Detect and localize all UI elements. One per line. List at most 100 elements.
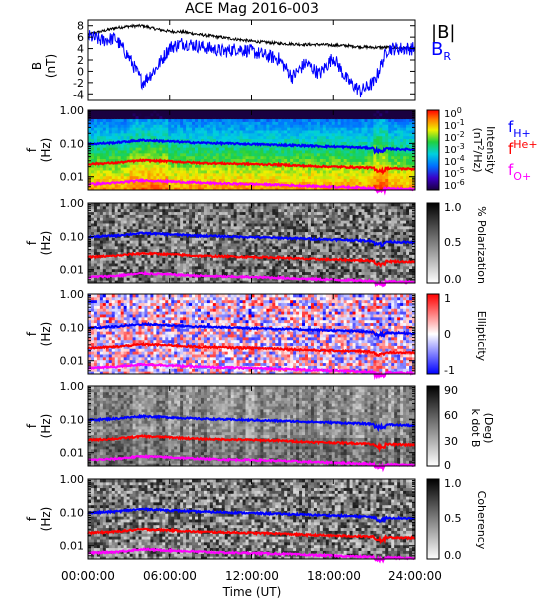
heatmap-cell	[275, 181, 279, 185]
heatmap-cell	[135, 237, 140, 241]
heatmap-cell	[257, 178, 261, 182]
heatmap-cell	[156, 263, 160, 267]
heatmap-cell	[382, 175, 386, 180]
heatmap-cell	[251, 115, 255, 120]
heatmap-cell	[93, 220, 98, 224]
heatmap-cell	[328, 155, 333, 160]
heatmap-cell	[90, 138, 95, 142]
heatmap-cell	[239, 150, 244, 154]
heatmap-cell	[108, 260, 113, 264]
heatmap-cell	[218, 217, 223, 221]
heatmap-cell	[239, 257, 244, 261]
heatmap-cell	[382, 167, 386, 171]
heatmap-cell	[138, 121, 143, 125]
heatmap-cell	[99, 118, 104, 122]
heatmap-cell	[328, 127, 333, 131]
heatmap-cell	[174, 112, 178, 117]
heatmap-cell	[168, 150, 172, 154]
heatmap-cell	[272, 237, 276, 241]
heatmap-cell	[224, 277, 229, 281]
heatmap-cell	[254, 121, 258, 125]
heatmap-cell	[159, 172, 163, 177]
heatmap-cell	[239, 121, 244, 125]
heatmap-cell	[239, 214, 244, 218]
heatmap-cell	[245, 121, 250, 125]
heatmap-cell	[135, 203, 140, 207]
heatmap-cell	[138, 110, 143, 114]
heatmap-cell	[209, 211, 214, 215]
heatmap-cell	[123, 254, 128, 258]
heatmap-cell	[90, 251, 95, 255]
heatmap-cell	[313, 178, 318, 182]
heatmap-cell	[257, 164, 261, 168]
heatmap-cell	[245, 214, 250, 218]
heatmap-cell	[108, 150, 113, 154]
heatmap-cell	[391, 118, 395, 122]
heatmap-cell	[328, 170, 333, 174]
heatmap-cell	[90, 243, 95, 247]
heatmap-cell	[275, 208, 279, 213]
heatmap-cell	[319, 178, 324, 182]
heatmap-cell	[218, 115, 223, 120]
heatmap-cell	[180, 147, 184, 151]
heatmap-cell	[325, 181, 330, 185]
heatmap-cell	[159, 175, 163, 180]
heatmap-cell	[260, 237, 264, 241]
heatmap-cell	[307, 175, 312, 180]
heatmap-cell	[123, 208, 128, 213]
heatmap-cell	[183, 172, 187, 177]
heatmap-cell	[96, 112, 101, 117]
heatmap-cell	[111, 150, 116, 154]
heatmap-cell	[287, 187, 291, 191]
heatmap-cell	[162, 112, 166, 117]
heatmap-cell	[251, 257, 255, 261]
heatmap-cell	[302, 147, 306, 151]
heatmap-cell	[114, 251, 119, 255]
heatmap-cell	[197, 155, 202, 160]
line-f-he	[87, 158, 416, 176]
heatmap-cell	[93, 260, 98, 264]
heatmap-cell	[206, 280, 211, 284]
heatmap-cell	[162, 130, 166, 134]
heatmap-cell	[212, 138, 217, 142]
heatmap-cell	[331, 178, 336, 182]
heatmap-cell	[141, 132, 145, 137]
heatmap-cell	[328, 161, 333, 165]
heatmap-cell	[260, 240, 264, 244]
heatmap-cell	[206, 251, 211, 255]
heatmap-cell	[412, 155, 416, 160]
heatmap-cell	[397, 121, 401, 125]
heatmap-cell	[90, 277, 95, 281]
heatmap-cell	[299, 175, 303, 180]
heatmap-cell	[165, 147, 169, 151]
heatmap-cell	[102, 135, 107, 140]
heatmap-cell	[328, 152, 333, 157]
heatmap-cell	[358, 132, 362, 137]
heatmap-cell	[126, 147, 131, 151]
heatmap-cell	[290, 121, 294, 125]
heatmap-cell	[171, 263, 175, 267]
heatmap-cell	[278, 155, 282, 160]
heatmap-cell	[358, 141, 362, 145]
heatmap-cell	[156, 214, 160, 218]
heatmap-cell	[394, 150, 398, 154]
heatmap-cell	[218, 248, 223, 253]
heatmap-cell	[215, 245, 220, 250]
heatmap-cell	[275, 138, 279, 142]
heatmap-cell	[165, 257, 169, 261]
heatmap-cell	[388, 135, 392, 140]
heatmap-cell	[150, 152, 154, 157]
heatmap-cell	[349, 138, 354, 142]
heatmap-cell	[307, 155, 312, 160]
heatmap-cell	[189, 135, 193, 140]
heatmap-cell	[93, 251, 98, 255]
heatmap-cell	[203, 245, 208, 250]
heatmap-cell	[382, 127, 386, 131]
heatmap-cell	[355, 158, 360, 162]
heatmap-cell	[114, 127, 119, 131]
heatmap-cell	[236, 254, 241, 258]
heatmap-cell	[328, 150, 333, 154]
heatmap-cell	[254, 260, 258, 264]
heatmap-cell	[406, 158, 410, 162]
heatmap-cell	[200, 205, 205, 210]
